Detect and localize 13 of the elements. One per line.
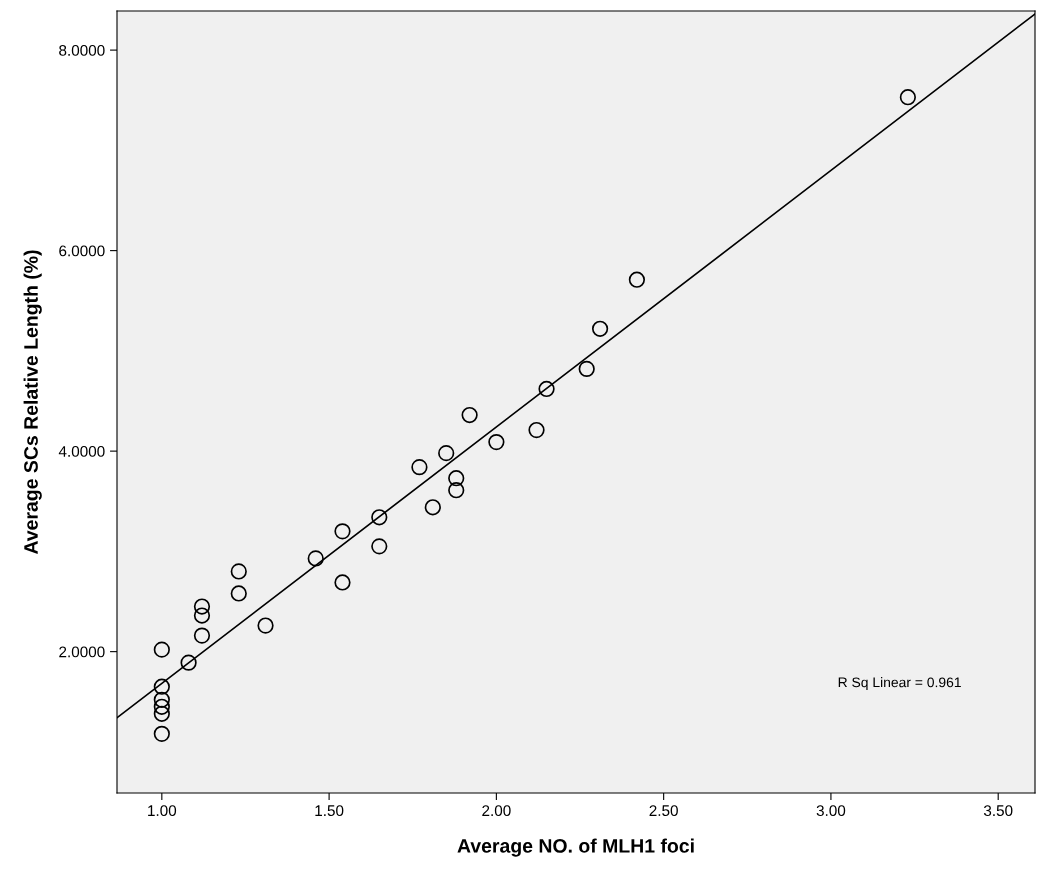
x-tick-label: 3.00 bbox=[816, 805, 846, 817]
annotation: R Sq Linear = 0.961 bbox=[838, 677, 961, 690]
x-tick-label: 3.50 bbox=[983, 805, 1013, 817]
y-tick-label: 2.0000 bbox=[59, 646, 105, 658]
x-tick-label: 1.00 bbox=[148, 805, 177, 817]
y-tick-label: 4.0000 bbox=[58, 445, 105, 457]
y-tick-label: 8.0000 bbox=[59, 44, 105, 56]
x-tick-label: 1.50 bbox=[315, 805, 344, 817]
x-axis-title: Average NO. of MLH1 foci bbox=[457, 838, 694, 857]
y-tick-label: 6.0000 bbox=[59, 245, 105, 257]
y-axis-title: Average SCs Relative Length (%) bbox=[23, 250, 42, 555]
x-tick-label: 2.00 bbox=[482, 805, 511, 817]
x-tick-label: 2.50 bbox=[649, 805, 678, 817]
